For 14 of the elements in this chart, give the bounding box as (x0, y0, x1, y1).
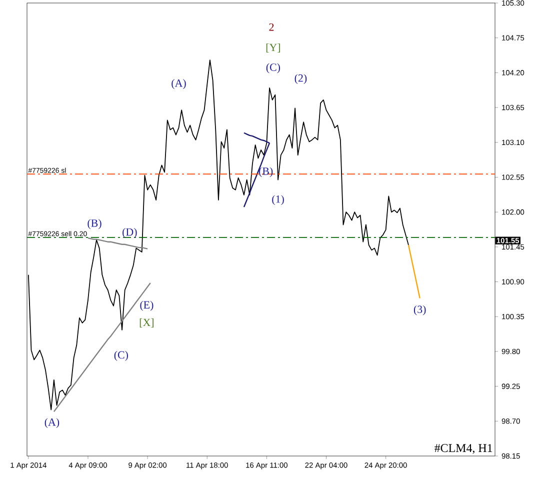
annotation: (C) (266, 63, 280, 74)
annotation: (A) (44, 418, 60, 428)
annotation: (C) (114, 350, 128, 361)
annotation: (3) (414, 305, 426, 316)
annotation: 2 (269, 23, 274, 31)
annotation: (A) (172, 79, 186, 90)
annotation: [X] (140, 318, 154, 328)
annotation: (1) (272, 195, 284, 205)
annotation: (E) (140, 300, 154, 311)
annotation: (D) (122, 228, 137, 238)
annotation: #CLM4, H1 (434, 444, 492, 454)
annotation: [Y] (266, 43, 280, 53)
annotation: (2) (294, 74, 307, 84)
annotation: (B) (88, 219, 102, 230)
